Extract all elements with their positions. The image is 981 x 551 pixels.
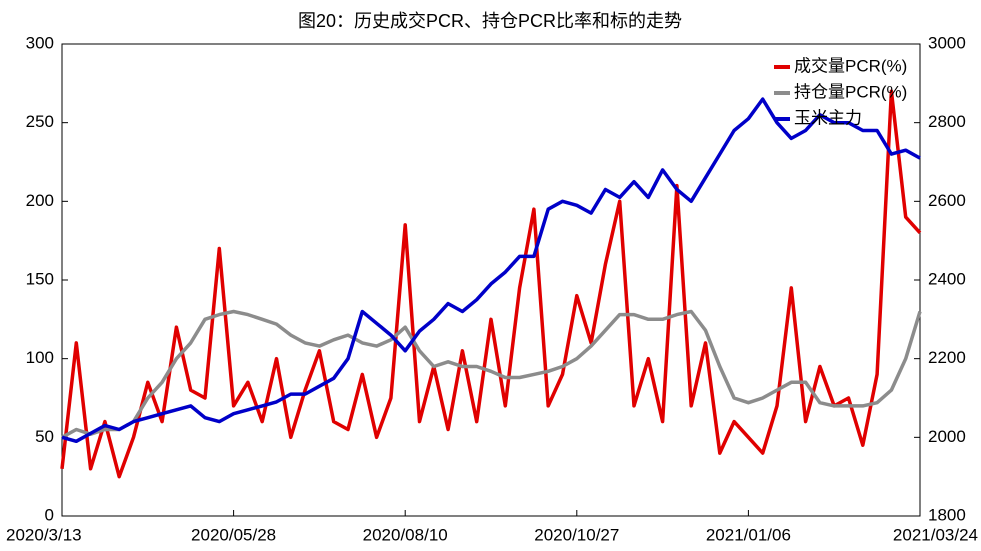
series-line <box>61 309 922 439</box>
y-tick-label: 150 <box>26 269 54 288</box>
series-line <box>60 89 922 479</box>
x-tick-label: 2021/03/24 <box>893 525 978 544</box>
y2-tick-label: 2400 <box>928 269 966 288</box>
y-tick-label: 0 <box>45 505 54 524</box>
y-tick-label: 200 <box>26 191 54 210</box>
y2-tick-label: 2800 <box>928 112 966 131</box>
x-tick-label: 2021/01/06 <box>706 525 791 544</box>
y2-tick-label: 2200 <box>928 348 966 367</box>
x-tick-label: 2020/10/27 <box>534 525 619 544</box>
chart-title: 图20：历史成交PCR、持仓PCR比率和标的走势 <box>298 11 682 31</box>
x-tick-label: 2020/08/10 <box>363 525 448 544</box>
y2-tick-label: 1800 <box>928 505 966 524</box>
y2-tick-label: 2600 <box>928 191 966 210</box>
y-tick-label: 250 <box>26 112 54 131</box>
series-line <box>61 97 921 444</box>
legend-label: 成交量PCR(%) <box>794 56 907 75</box>
y2-tick-label: 3000 <box>928 33 966 52</box>
y-tick-label: 300 <box>26 33 54 52</box>
x-tick-label: 2020/05/28 <box>191 525 276 544</box>
y-tick-label: 50 <box>35 427 54 446</box>
y-tick-label: 100 <box>26 348 54 367</box>
y2-tick-label: 2000 <box>928 427 966 446</box>
plot-frame <box>61 43 921 517</box>
legend-label: 持仓量PCR(%) <box>794 82 907 101</box>
legend-label: 玉米主力 <box>794 108 862 127</box>
x-tick-label: 2020/3/13 <box>6 525 82 544</box>
